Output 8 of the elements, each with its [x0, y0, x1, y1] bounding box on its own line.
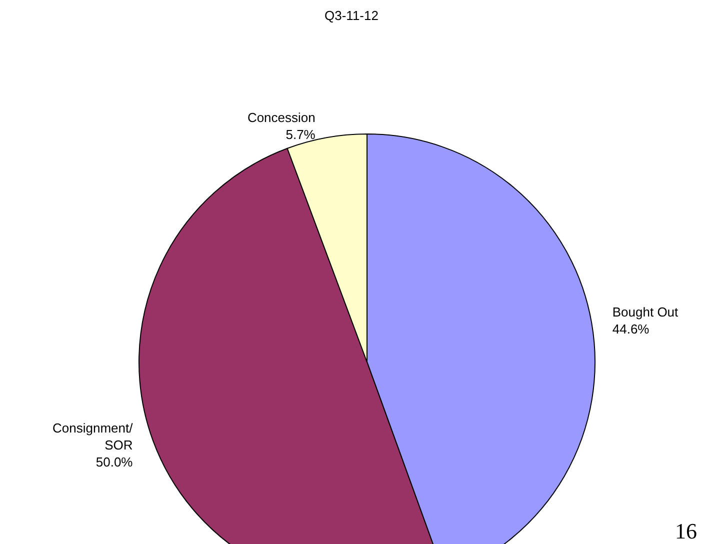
text: 16	[675, 518, 697, 544]
data-label: 50.0%	[96, 454, 134, 470]
data-label: 5.7%	[286, 126, 316, 142]
slice-label: Consignment/ SOR	[52, 420, 134, 452]
slice-label: Concession	[247, 110, 316, 125]
slice-label: Bought Out	[612, 304, 679, 320]
data-label: 44.6%	[612, 321, 650, 336]
chart-title: Q3-11-12	[324, 8, 378, 23]
